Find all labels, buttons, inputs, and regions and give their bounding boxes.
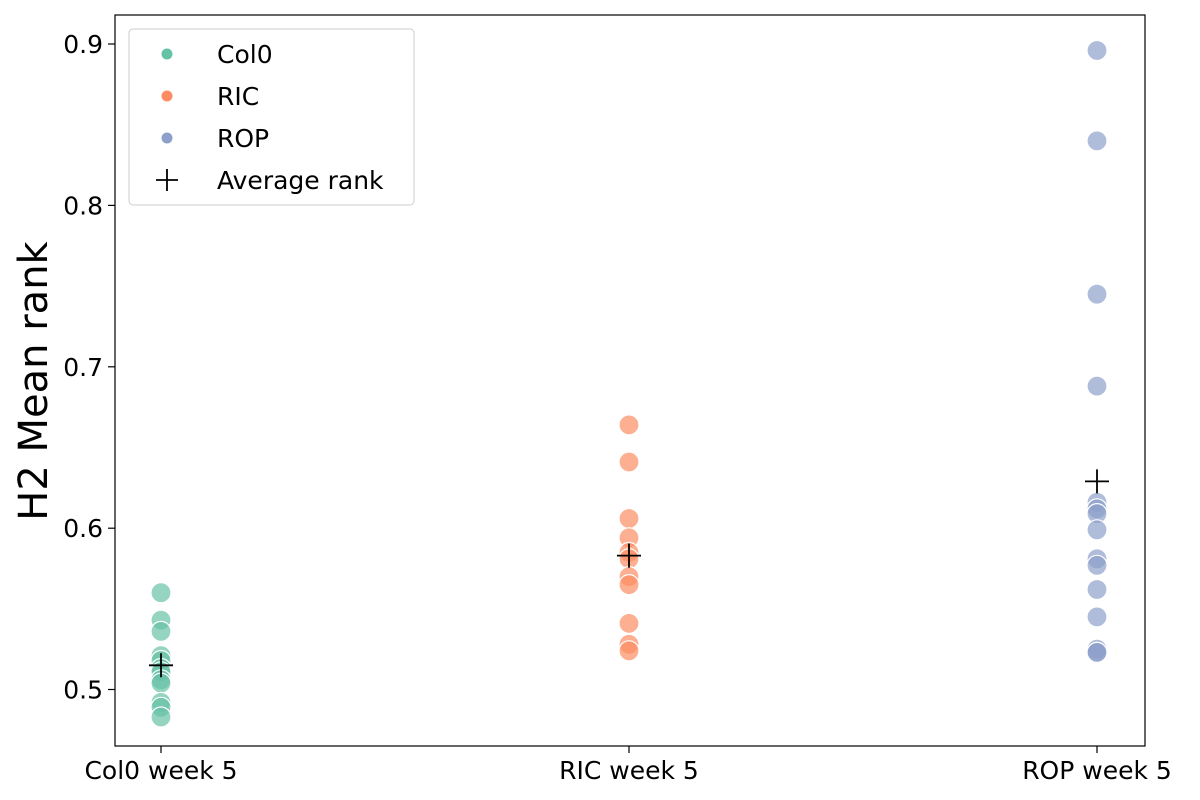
data-point: [1086, 375, 1108, 397]
legend-label: RIC: [217, 82, 259, 111]
data-point: [1086, 283, 1108, 305]
y-tick-label: 0.8: [63, 191, 103, 220]
data-point: [1086, 130, 1108, 152]
legend-box: [128, 28, 415, 206]
x-tick-label: ROP week 5: [1022, 756, 1172, 785]
y-tick-label: 0.6: [63, 514, 103, 543]
chart-marks: [149, 39, 1109, 728]
data-point: [1086, 641, 1108, 664]
axis-ticks: 0.5 0.6 0.7 0.8 0.9 Col0 week 5 RIC week 5 ROP …: [63, 30, 1172, 785]
y-tick-label: 0.5: [63, 676, 103, 705]
y-axis-title: H2 Mean rank: [11, 240, 57, 520]
data-point: [1086, 519, 1108, 541]
data-point: [150, 620, 172, 643]
average-rank-marker: [149, 653, 173, 678]
data-point: [1086, 39, 1108, 62]
legend-label: Col0: [217, 40, 273, 69]
average-rank-markers: [149, 469, 1109, 678]
y-tick-label: 0.7: [63, 353, 103, 382]
data-point: [1086, 606, 1108, 628]
average-rank-marker: [617, 543, 641, 568]
average-rank-marker: [1085, 469, 1109, 494]
series-rop: [1086, 39, 1108, 664]
legend-marker-col0: [161, 48, 173, 60]
data-point: [1086, 554, 1108, 576]
legend-label: ROP: [217, 124, 269, 153]
data-point: [618, 507, 640, 530]
y-tick-label: 0.9: [63, 30, 103, 59]
data-point: [618, 640, 640, 662]
data-point: [1086, 578, 1108, 601]
data-point: [618, 414, 640, 436]
series-ric: [618, 414, 640, 662]
legend-marker-rop: [161, 132, 173, 144]
data-point: [618, 451, 640, 473]
data-point: [618, 573, 640, 596]
data-point: [618, 612, 640, 635]
data-point: [150, 706, 172, 728]
x-tick-label: RIC week 5: [559, 756, 699, 785]
legend: Col0 RIC ROP Average rank: [128, 28, 415, 206]
legend-marker-average-rank: [156, 169, 178, 191]
legend-marker-ric: [161, 90, 173, 102]
legend-label: Average rank: [217, 166, 384, 195]
x-tick-label: Col0 week 5: [84, 756, 237, 785]
data-point: [150, 582, 172, 604]
plot-frame: [114, 14, 1146, 747]
